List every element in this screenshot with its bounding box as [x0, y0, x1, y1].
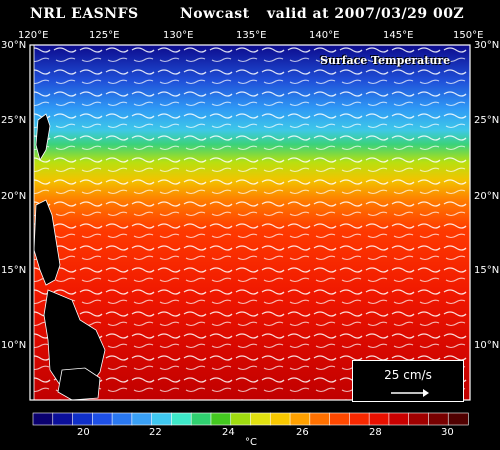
lat-label-20-right: 20°N — [474, 191, 500, 202]
colorbar-swatch — [329, 412, 350, 426]
colorbar-label-30: 30 — [441, 427, 454, 438]
colorbar-label-20: 20 — [77, 427, 90, 438]
colorbar-swatch — [408, 412, 430, 426]
lon-label-145: 145°E — [383, 30, 414, 41]
lat-label-10-left: 10°N — [1, 340, 27, 351]
colorbar-swatches — [32, 412, 469, 426]
colorbar-label-28: 28 — [369, 427, 382, 438]
lon-label-135: 135°E — [236, 30, 267, 41]
colorbar-label-26: 26 — [296, 427, 309, 438]
colorbar-swatch — [230, 412, 252, 426]
colorbar-label-22: 22 — [149, 427, 162, 438]
colorbar-swatch — [72, 412, 93, 426]
scale-vector-label: 25 cm/s — [384, 368, 432, 382]
colorbar-swatch — [52, 412, 74, 426]
lat-label-15-left: 15°N — [1, 265, 27, 276]
lon-label-125: 125°E — [89, 30, 120, 41]
colorbar-swatch — [349, 412, 370, 426]
product-title: Nowcast — [180, 6, 250, 22]
lat-label-30-left: 30°N — [1, 40, 27, 51]
mindanao-landmass — [57, 367, 101, 401]
lon-label-150: 150°E — [453, 30, 484, 41]
colorbar-swatch — [111, 412, 133, 426]
colorbar-swatch — [289, 412, 311, 426]
source-title: NRL EASNFS — [30, 6, 139, 22]
colorbar-swatch — [250, 412, 271, 426]
lat-label-25-right: 25°N — [474, 115, 500, 126]
taiwan-landmass — [35, 113, 51, 162]
colorbar-unit: °C — [245, 437, 257, 448]
colorbar-swatch — [447, 412, 469, 426]
scale-vector-legend: 25 cm/s — [352, 360, 464, 402]
colorbar-swatch — [151, 412, 173, 426]
valid-time: valid at 2007/03/29 00Z — [267, 6, 465, 22]
lon-label-140: 140°E — [309, 30, 340, 41]
colorbar-swatch — [32, 412, 54, 426]
lon-label-130: 130°E — [163, 30, 194, 41]
colorbar-swatch — [210, 412, 232, 426]
lat-label-10-right: 10°N — [474, 340, 500, 351]
colorbar-swatch — [190, 412, 212, 426]
lat-label-15-right: 15°N — [474, 265, 500, 276]
lat-label-30-right: 30°N — [474, 40, 500, 51]
lon-label-120: 120°E — [18, 30, 49, 41]
luzon-landmass — [33, 199, 61, 286]
colorbar-swatch — [309, 412, 331, 426]
map-title: Surface Temperature — [320, 54, 451, 67]
colorbar-label-24: 24 — [222, 427, 235, 438]
colorbar-swatch — [92, 412, 113, 426]
colorbar-swatch — [171, 412, 192, 426]
current-vectors — [30, 45, 470, 400]
colorbar-swatch — [131, 412, 153, 426]
lat-label-20-left: 20°N — [1, 191, 27, 202]
colorbar-swatch — [428, 412, 449, 426]
lat-label-25-left: 25°N — [1, 115, 27, 126]
colorbar-swatch — [388, 412, 410, 426]
colorbar-swatch — [269, 412, 291, 426]
colorbar-swatch — [368, 412, 390, 426]
scale-arrow-icon — [391, 389, 429, 397]
map-border — [29, 44, 471, 401]
